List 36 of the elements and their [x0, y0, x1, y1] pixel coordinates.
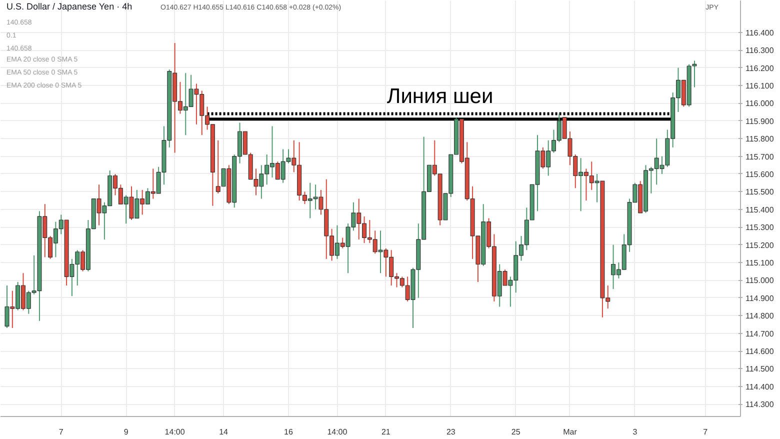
y-tick-label: 115.000 [746, 276, 774, 286]
y-tick-label: 114.900 [746, 294, 774, 303]
y-tick-label: 115.100 [746, 258, 774, 268]
y-tick-label: 115.800 [746, 134, 774, 144]
x-tick-label: 23 [446, 428, 456, 436]
y-tick-label: 115.500 [746, 188, 774, 197]
x-tick-label: 14:00 [327, 428, 348, 436]
x-tick-label: 25 [511, 428, 521, 436]
x-tick-label: 21 [381, 428, 391, 436]
y-tick-label: 115.600 [746, 170, 774, 179]
y-tick-label: 115.200 [746, 240, 774, 250]
x-tick-label: 3 [632, 428, 638, 436]
y-tick-label: 114.800 [746, 312, 774, 321]
y-tick-label: 115.300 [746, 223, 774, 232]
y-tick-label: 116.200 [746, 64, 774, 73]
x-tick-label: 14:00 [164, 428, 186, 436]
y-tick-label: 115.900 [746, 116, 774, 126]
chart-title: U.S. Dollar / Japanese Yen · 4h [6, 2, 132, 12]
y-tick-label: 114.700 [746, 329, 774, 338]
y-tick-label: 114.600 [746, 347, 774, 356]
annotation: Линия шеи [386, 84, 494, 108]
x-tick-label: 7 [703, 428, 708, 436]
y-tick-label: 114.300 [746, 400, 774, 410]
y-tick-label: 115.700 [746, 152, 774, 162]
y-tick-label: 115.400 [746, 205, 774, 214]
y-tick-label: 116.300 [746, 46, 774, 56]
y-tick-label: 116.000 [746, 99, 774, 108]
y-tick-label: 116.400 [746, 28, 774, 38]
y-tick-label: 116.100 [746, 81, 774, 90]
x-tick-label: 7 [58, 428, 64, 436]
x-tick-label: 9 [124, 428, 129, 436]
x-tick-label: Mar [563, 428, 578, 436]
x-tick-label: 16 [284, 428, 294, 436]
x-tick-label: 14 [219, 428, 229, 436]
y-tick-label: 114.400 [746, 382, 774, 392]
y-tick-label: 114.500 [746, 364, 774, 374]
